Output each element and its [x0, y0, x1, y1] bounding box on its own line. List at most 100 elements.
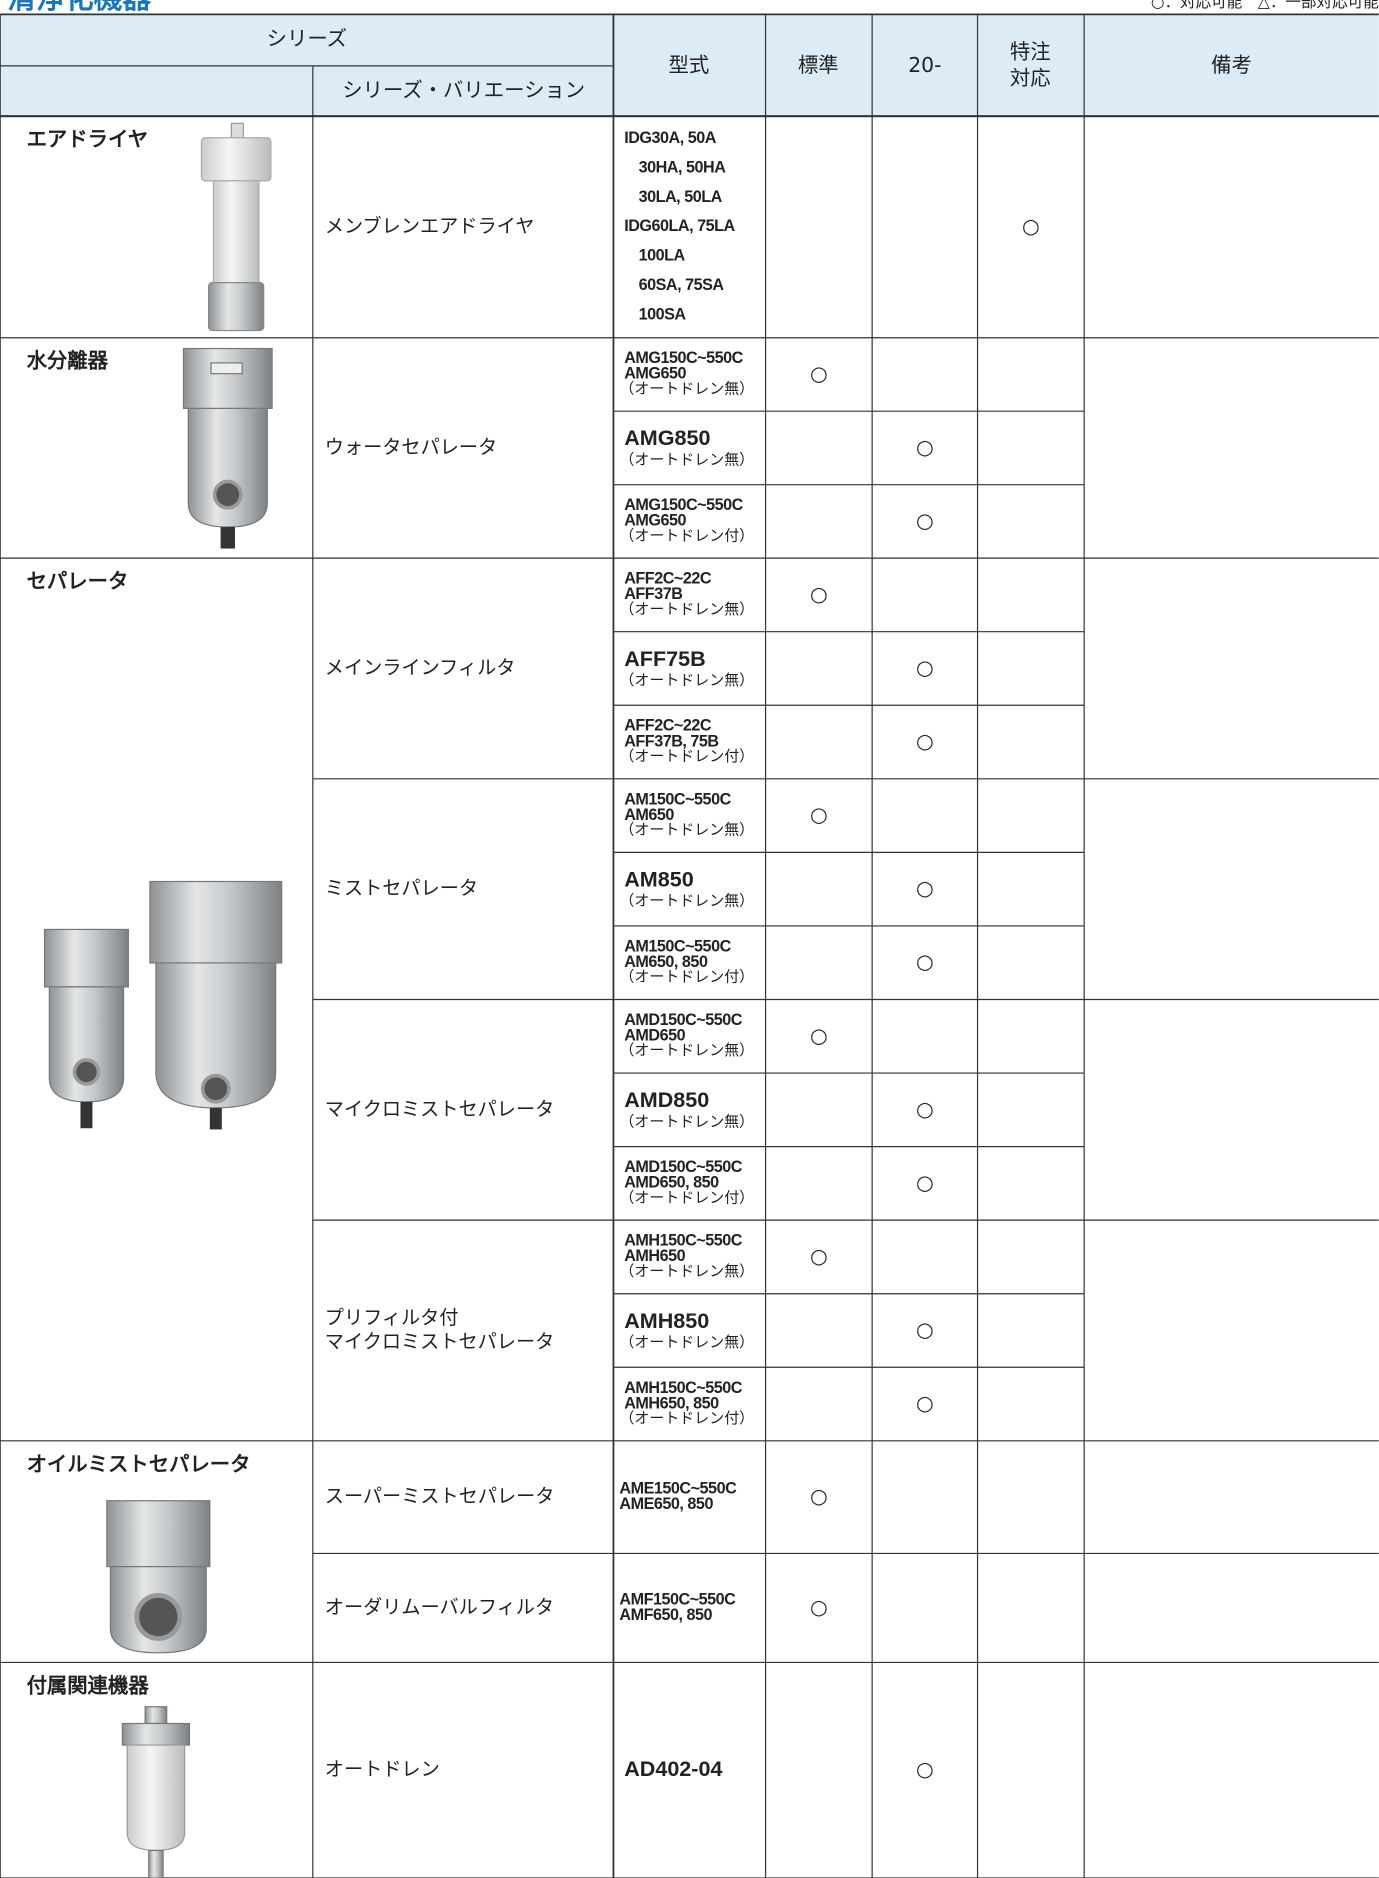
legend-note: ○：対応可能 △：一部対応可能: [1151, 0, 1379, 11]
variation-name: プリフィルタ付: [325, 1306, 459, 1329]
separator-image-large: [149, 880, 283, 1130]
support-mark: ○: [916, 876, 934, 900]
header-cell: シリーズ: [267, 27, 347, 51]
model-code: AMH650, 850: [624, 1394, 719, 1412]
model-code: AMH650: [624, 1247, 685, 1265]
separator-image-small: [43, 928, 129, 1129]
air-dryer-image: [200, 122, 272, 332]
support-mark: ○: [810, 1244, 828, 1268]
model-code: AFF2C~22C: [624, 570, 712, 588]
drain-note: （オートドレン無）: [619, 820, 754, 838]
model-code: AM150C~550C: [624, 790, 731, 808]
drain-note: （オートドレン無）: [619, 450, 754, 468]
support-mark: ○: [810, 1484, 828, 1508]
model-code: AMG850: [624, 425, 710, 450]
support-mark: ○: [916, 1170, 934, 1194]
model-code: IDG30A, 50A: [624, 129, 717, 147]
variation-name: オーダリムーバルフィルタ: [325, 1595, 554, 1618]
variation-name: メンブレンエアドライヤ: [325, 214, 535, 237]
drain-note: （オートドレン無）: [619, 1262, 754, 1280]
support-mark: ○: [810, 1023, 828, 1047]
support-mark: ○: [916, 1391, 934, 1415]
support-mark: ○: [810, 803, 828, 827]
support-mark: ○: [916, 1317, 934, 1341]
variation-name: オートドレン: [325, 1758, 440, 1781]
model-code: AMD150C~550C: [624, 1011, 743, 1029]
model-code: AMD850: [624, 1087, 709, 1112]
variation-name: マイクロミストセパレータ: [325, 1097, 554, 1120]
model-code: 100LA: [639, 247, 686, 265]
header-cell: シリーズ・バリエーション: [342, 78, 585, 102]
model-code: AMG150C~550C: [624, 496, 743, 514]
model-code: AME150C~550C: [619, 1480, 737, 1498]
model-code: AFF37B, 75B: [624, 732, 718, 750]
series-name: セパレータ: [27, 569, 129, 593]
model-code: IDG60LA, 75LA: [624, 217, 735, 235]
model-code: AMH150C~550C: [624, 1379, 743, 1397]
model-code: 30HA, 50HA: [639, 159, 727, 177]
support-mark: ○: [810, 361, 828, 385]
oil-mist-separator-image: [106, 1500, 211, 1654]
support-mark: ○: [916, 508, 934, 532]
drain-note: （オートドレン無）: [619, 1112, 754, 1130]
model-code: AMH850: [624, 1308, 709, 1333]
model-code: AMD650, 850: [624, 1174, 719, 1192]
support-mark: ○: [810, 582, 828, 606]
model-code: 60SA, 75SA: [639, 276, 725, 294]
drain-note: （オートドレン付）: [619, 1188, 754, 1206]
model-code: AMG150C~550C: [624, 349, 743, 367]
drain-note: （オートドレン付）: [619, 526, 754, 544]
model-code: AMF150C~550C: [619, 1590, 736, 1608]
drain-note: （オートドレン無）: [619, 379, 754, 397]
model-code: AMH150C~550C: [624, 1232, 743, 1250]
variation-name: スーパーミストセパレータ: [325, 1485, 555, 1508]
series-name: エアドライヤ: [27, 127, 149, 151]
model-code: 100SA: [639, 305, 687, 323]
drain-note: （オートドレン付）: [619, 747, 754, 765]
auto-drain-image: [121, 1706, 191, 1878]
model-code: AMG650: [624, 365, 686, 383]
drain-note: （オートドレン無）: [619, 892, 754, 910]
support-mark: ○: [916, 435, 934, 459]
series-name: オイルミストセパレータ: [27, 1452, 251, 1476]
drain-note: （オートドレン無）: [619, 600, 754, 618]
water-separator-image: [182, 347, 273, 549]
table-grid: [0, 13, 1379, 1878]
model-code: AME650, 850: [619, 1495, 713, 1513]
support-mark: ○: [916, 950, 934, 974]
model-code: 30LA, 50LA: [639, 188, 723, 206]
support-mark: ○: [916, 1097, 934, 1121]
drain-note: （オートドレン無）: [619, 671, 754, 689]
series-name: 水分離器: [27, 349, 109, 373]
header-cell: 対応: [1010, 66, 1051, 90]
variation-name: マイクロミストセパレータ: [325, 1330, 554, 1353]
support-mark: ○: [916, 655, 934, 679]
page-title: 清浄化機器: [7, 0, 151, 15]
model-code: AMD150C~550C: [624, 1158, 743, 1176]
support-mark: ○: [916, 729, 934, 753]
header-cell: 特注: [1010, 40, 1051, 64]
model-code: AM650: [624, 806, 674, 824]
drain-note: （オートドレン無）: [619, 1333, 754, 1351]
variation-name: ウォータセパレータ: [325, 435, 497, 458]
model-code: AFF37B: [624, 585, 682, 603]
header-cell: 備考: [1211, 53, 1252, 77]
header-cell: 20-: [908, 53, 941, 77]
model-code: AFF2C~22C: [624, 717, 712, 735]
model-code: AM650, 850: [624, 953, 708, 971]
drain-note: （オートドレン付）: [619, 1409, 754, 1427]
model-code: AM850: [624, 866, 693, 891]
support-mark: ○: [916, 1757, 934, 1781]
support-mark: ○: [1022, 214, 1040, 238]
model-code: AMD650: [624, 1027, 685, 1045]
header-cell: 型式: [669, 53, 710, 77]
model-code: AD402-04: [624, 1756, 722, 1781]
model-code: AFF75B: [624, 646, 705, 671]
model-code: AMF650, 850: [619, 1606, 712, 1624]
header-cell: 標準: [798, 53, 839, 77]
variation-name: メインラインフィルタ: [325, 656, 516, 679]
variation-name: ミストセパレータ: [325, 877, 478, 900]
